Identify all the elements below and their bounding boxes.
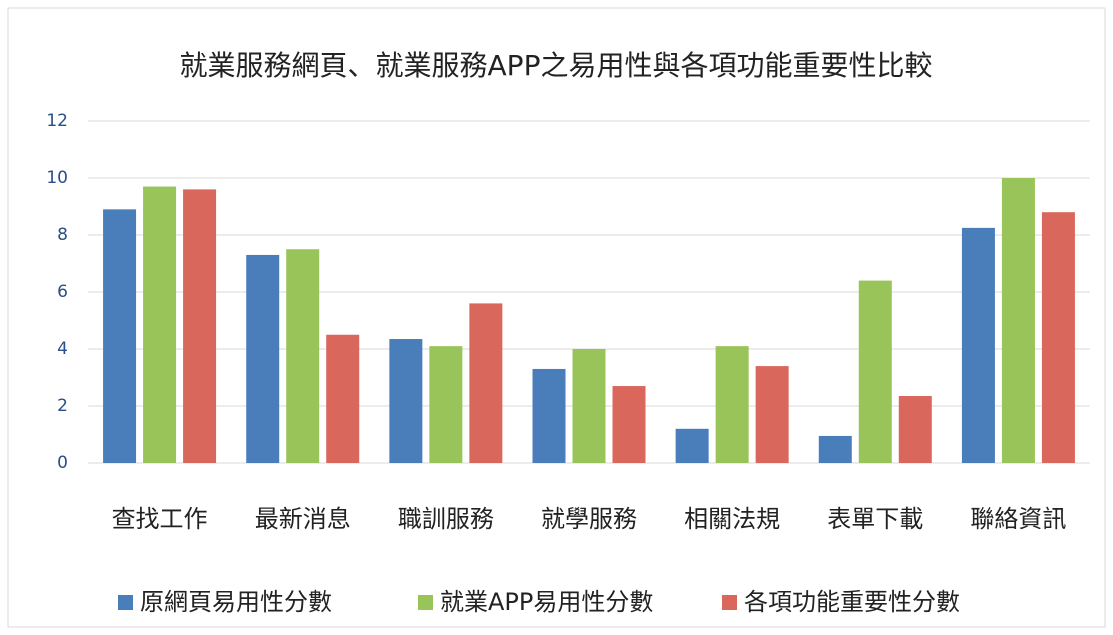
legend-swatch [118,595,133,610]
bar [898,396,932,463]
bar [675,428,709,463]
bar [532,368,566,463]
bar [286,249,320,463]
bar [143,186,177,464]
bar [858,280,892,463]
bar [1041,212,1075,463]
bar [1001,178,1035,463]
y-tick-label: 10 [46,168,68,188]
bar [246,254,280,463]
y-tick-label: 12 [46,111,68,131]
bar [183,189,217,463]
x-tick-label: 職訓服務 [398,505,494,533]
y-tick-label: 0 [57,453,68,473]
legend-label: 就業APP易用性分數 [440,588,653,616]
bar [469,303,503,463]
x-tick-label: 就學服務 [541,505,637,533]
bar [572,349,606,463]
bar [755,366,789,463]
bar [429,346,463,463]
bar [961,227,995,463]
y-tick-label: 4 [57,339,68,359]
bar [389,339,423,463]
x-tick-label: 查找工作 [112,505,208,533]
bar [612,386,646,463]
y-tick-label: 6 [57,282,68,302]
legend-swatch [418,595,433,610]
legend-label: 原網頁易用性分數 [140,588,332,616]
x-tick-label: 聯絡資訊 [970,505,1066,533]
bar [818,435,852,463]
bar [103,209,137,463]
legend-swatch [722,595,737,610]
y-tick-label: 2 [57,396,68,416]
bar [715,346,749,463]
x-tick-label: 相關法規 [684,505,780,533]
bar [326,334,360,463]
y-tick-label: 8 [57,225,68,245]
x-tick-label: 表單下載 [827,505,923,533]
legend-label: 各項功能重要性分數 [744,588,960,616]
x-tick-label: 最新消息 [255,505,351,533]
chart-title: 就業服務網頁、就業服務APP之易用性與各項功能重要性比較 [180,49,933,82]
